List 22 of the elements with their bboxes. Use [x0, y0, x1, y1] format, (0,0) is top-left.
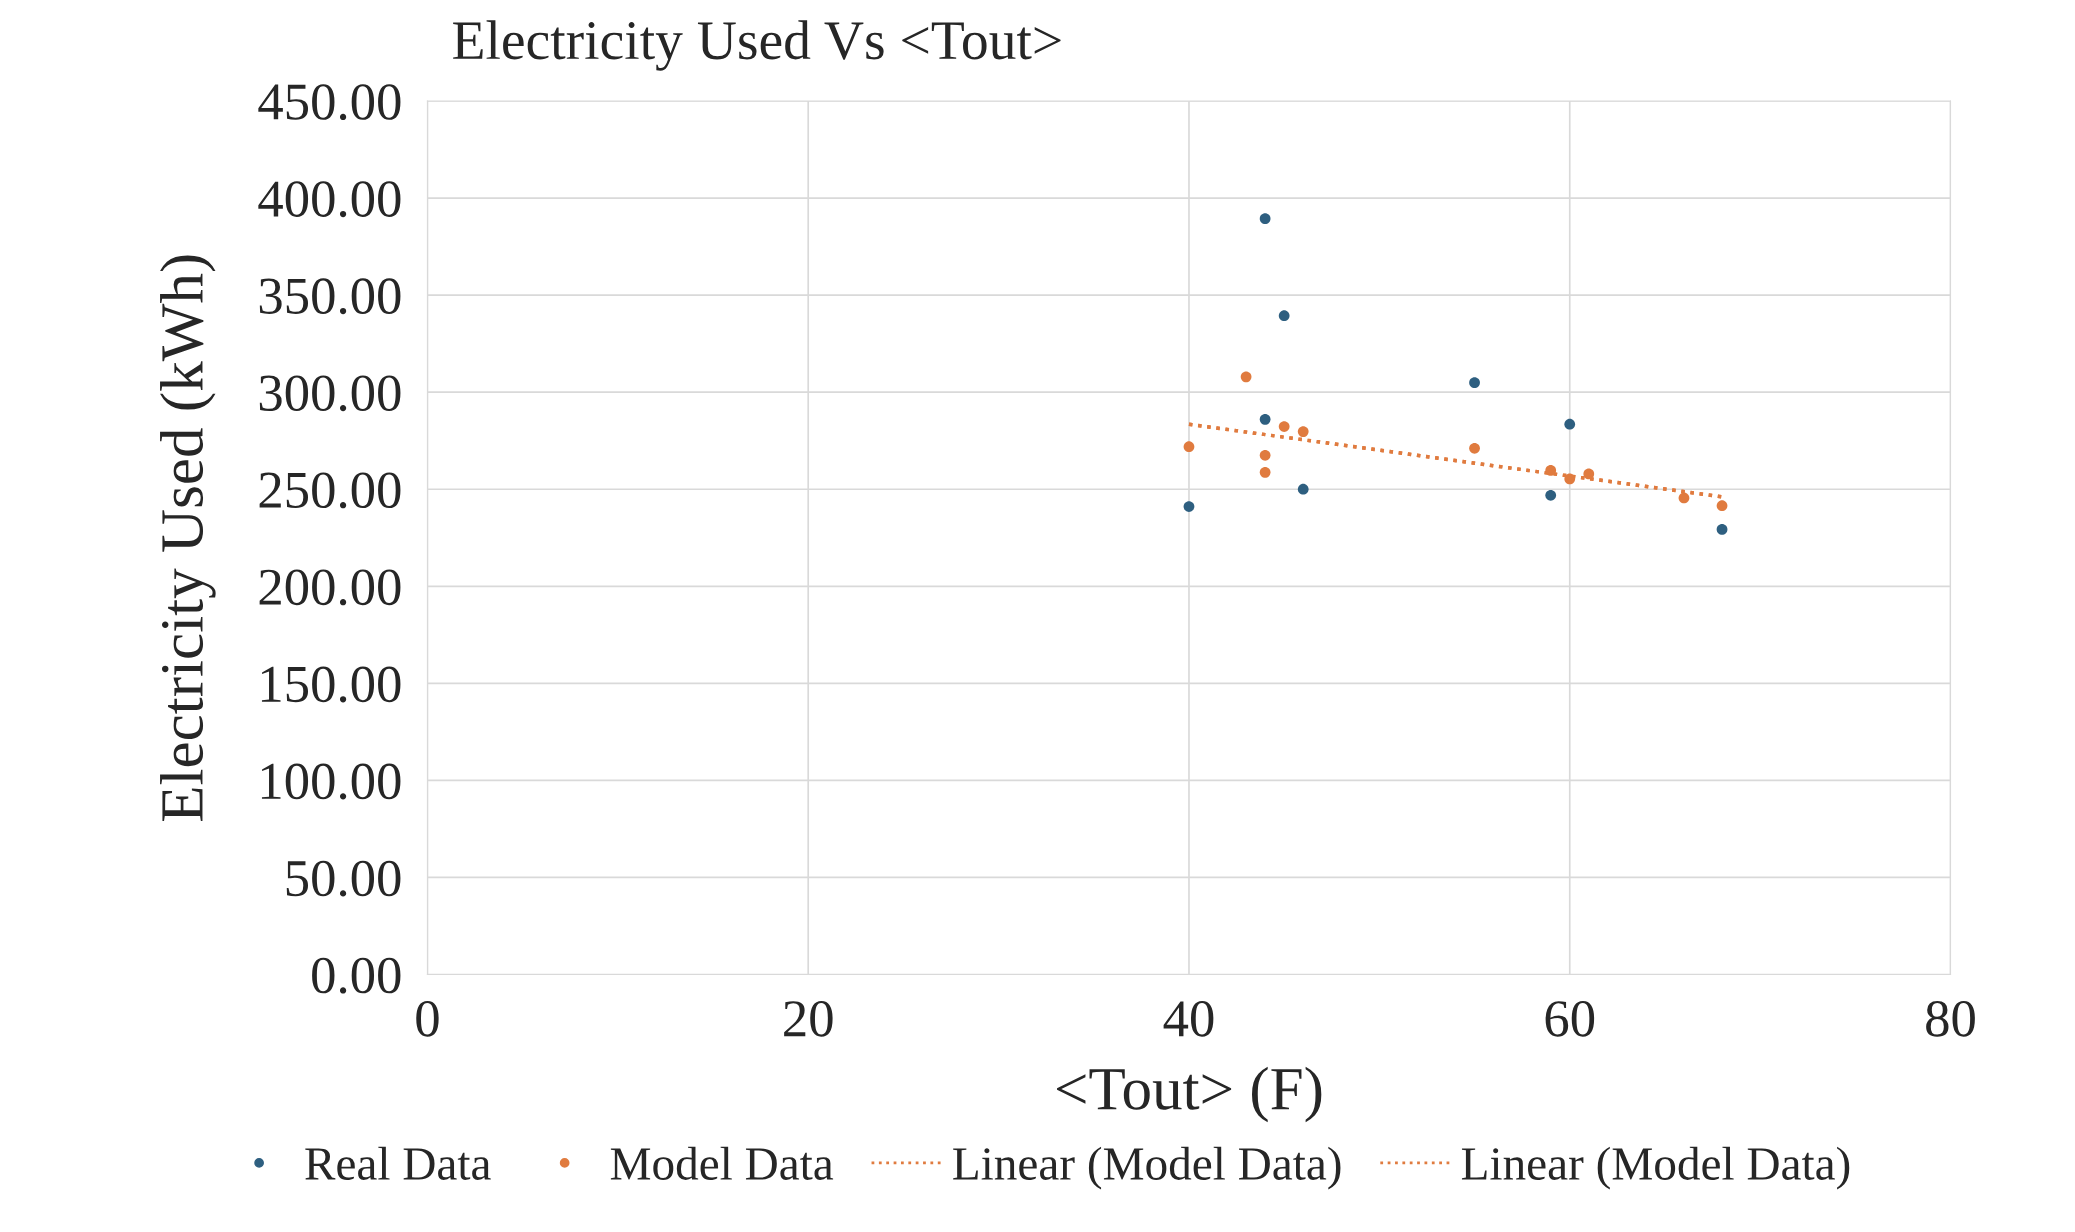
x-tick-label: 40: [1163, 1001, 1214, 1037]
x-tick-label: 0: [416, 1001, 439, 1037]
y-tick-label: 400.00: [258, 181, 401, 218]
y-tick-label: 250.00: [259, 472, 401, 509]
y-axis-title: Electricity Used (kWh): [160, 255, 216, 822]
y-tick-label: 350.00: [259, 278, 401, 315]
y-tick-label: 200.00: [259, 569, 401, 606]
y-tick-label: 300.00: [259, 375, 401, 412]
y-tick-label: 50.00: [286, 860, 401, 897]
x-tick-label: 20: [784, 1001, 833, 1037]
x-tick-label: 60: [1545, 1001, 1595, 1037]
y-tick-label: 100.00: [261, 763, 401, 800]
x-axis-title: <Tout> (F): [1057, 1066, 1322, 1123]
x-tick-label: 80: [1926, 1001, 1975, 1037]
legend-label: Real Data: [305, 1146, 491, 1180]
legend-label: Model Data: [610, 1146, 834, 1180]
y-tick-label: 0.00: [312, 957, 401, 994]
legend-label: Linear (Model Data): [1461, 1146, 1850, 1190]
legend-label: Linear (Model Data): [953, 1146, 1341, 1190]
y-tick-label: 150.00: [261, 666, 401, 703]
y-tick-label: 450.00: [258, 84, 401, 121]
chart-title: Electricity Used Vs <Tout>: [453, 20, 1061, 71]
